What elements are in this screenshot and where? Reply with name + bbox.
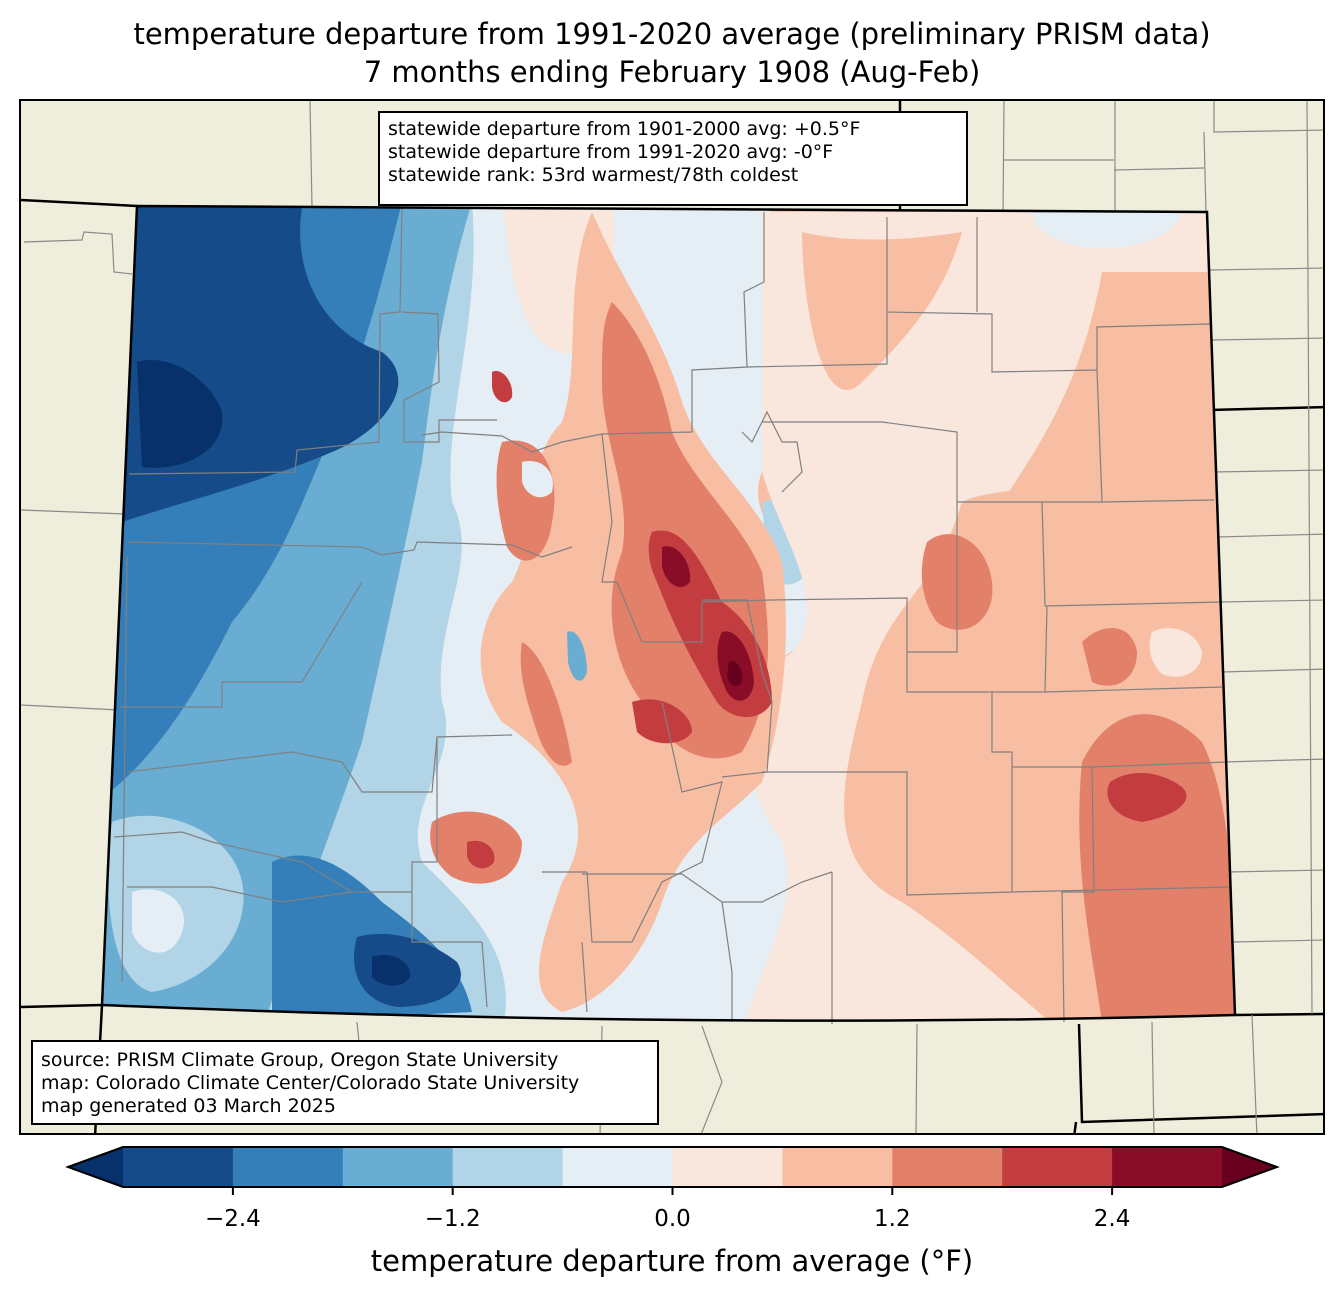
field-cool-vl — [132, 889, 184, 953]
colorado-border — [100, 204, 1237, 1022]
field-cool-ex2 — [372, 954, 411, 986]
field-warm-e3 — [1107, 772, 1187, 822]
colorbar-bin — [892, 1147, 1003, 1187]
map-panel: statewide departure from 1901-2000 avg: … — [19, 99, 1325, 1135]
colorbar-tick-label: 0.0 — [654, 1206, 691, 1232]
field-warm-hot-2 — [632, 699, 692, 744]
map-title: temperature departure from 1991-2020 ave… — [133, 17, 1211, 51]
statewide-stats-box: statewide departure from 1901-2000 avg: … — [378, 111, 968, 206]
field-warm-e2b — [1082, 628, 1137, 686]
colorbar-over-arrow — [1222, 1147, 1277, 1187]
map-credit: map: Colorado Climate Center/Colorado St… — [41, 1072, 580, 1094]
field-neutral-pocket — [522, 461, 553, 498]
field-warm-md — [802, 232, 962, 390]
field-warm-e-pale — [1149, 628, 1202, 677]
colorbar-tick-label: −2.4 — [204, 1206, 261, 1232]
colorbar-under-arrow — [68, 1147, 123, 1187]
field-warm-hot-4 — [467, 840, 495, 869]
field-warm-ex — [662, 546, 691, 587]
field-warm-corridor-5 — [520, 642, 572, 766]
colorbar-bin — [232, 1147, 344, 1187]
colorbar-bin — [123, 1147, 234, 1187]
colorbar-bin — [1112, 1147, 1223, 1187]
temperature-field — [102, 206, 1235, 1021]
colorbar-bin — [672, 1147, 783, 1187]
source-credit: source: PRISM Climate Group, Oregon Stat… — [41, 1049, 559, 1071]
stat-rank: statewide rank: 53rd warmest/78th coldes… — [388, 164, 799, 186]
neighbor-county-lines — [21, 101, 1323, 1133]
stat-departure-1991-2020: statewide departure from 1991-2020 avg: … — [388, 141, 834, 163]
colorbar-tick-label: 1.2 — [874, 1206, 911, 1232]
county-lines — [113, 207, 1231, 1024]
stat-departure-1901-2000: statewide departure from 1901-2000 avg: … — [388, 118, 861, 140]
field-warm-hot-3 — [492, 371, 513, 403]
map-generated-date: map generated 03 March 2025 — [41, 1095, 336, 1117]
colorbar-tick-label: 2.4 — [1093, 1206, 1131, 1232]
colorbar-tick-label: −1.2 — [424, 1206, 481, 1232]
colorbar-bin — [782, 1147, 893, 1187]
colorbar-bin — [1002, 1147, 1113, 1187]
source-credit-box: source: PRISM Climate Group, Oregon Stat… — [31, 1040, 659, 1125]
temperature-map — [21, 101, 1323, 1133]
field-cool-pocket — [567, 631, 587, 681]
field-warm-faint-3 — [1032, 212, 1182, 249]
colorbar-bin — [562, 1147, 673, 1187]
colorbar-outline — [65, 1146, 1280, 1188]
colorbar-bin — [452, 1147, 564, 1187]
map-subtitle: 7 months ending February 1908 (Aug-Feb) — [363, 55, 981, 89]
colorbar — [65, 1146, 1280, 1195]
field-cool-ex — [137, 360, 223, 468]
colorbar-bin — [342, 1147, 454, 1187]
field-warm-ex-3 — [727, 661, 743, 687]
colorbar-label: temperature departure from average (°F) — [370, 1244, 974, 1278]
